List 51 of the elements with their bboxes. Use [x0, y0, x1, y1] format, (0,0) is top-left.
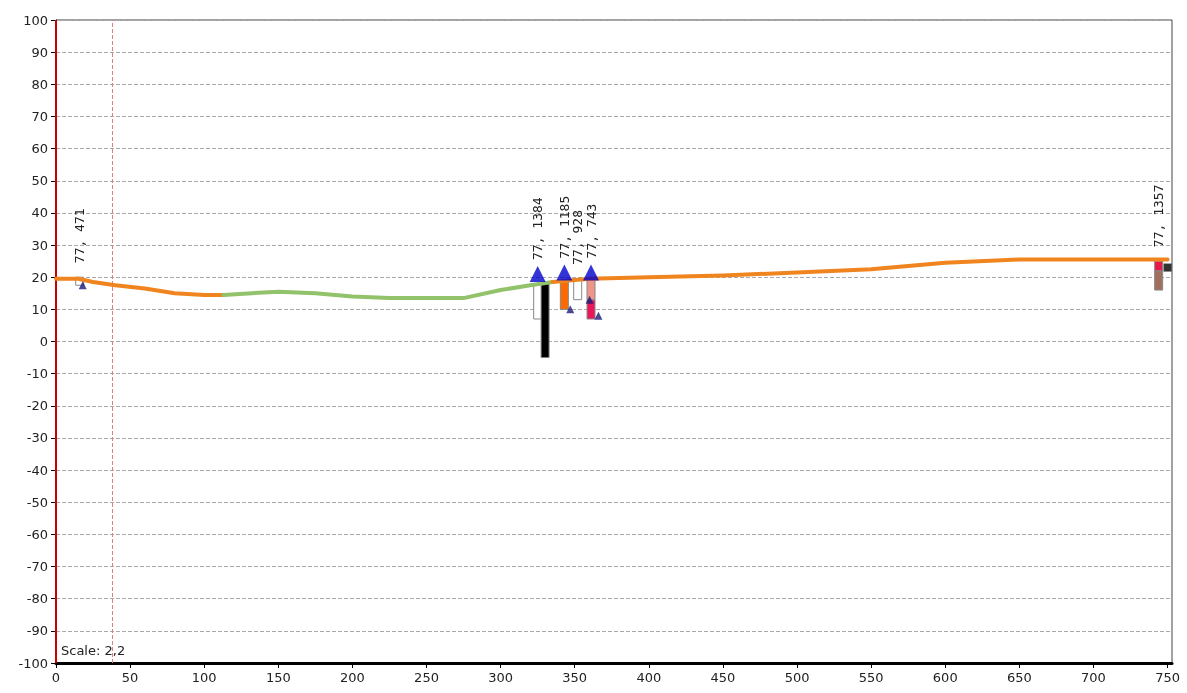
y-tick-label: -90: [26, 623, 48, 639]
point: [585, 295, 594, 304]
y-tick-label: 0: [39, 334, 48, 349]
y-tick-label: -10: [26, 366, 48, 382]
y-tick-label: 30: [31, 237, 48, 253]
y-tick-label: 50: [31, 173, 48, 189]
x-tick-label: 0: [51, 670, 61, 685]
x-tick-label: 150: [265, 670, 291, 685]
x-tick-label: 200: [340, 670, 365, 685]
y-tick-label: 60: [31, 141, 48, 157]
y-tick-label: 40: [31, 205, 48, 221]
point: [594, 311, 603, 320]
y-tick-label: -70: [26, 559, 48, 575]
x-tick-label: 550: [858, 670, 884, 685]
annotation: 77, 1384: [530, 197, 546, 260]
x-tick-label: 350: [562, 670, 588, 685]
y-tick-label: 100: [23, 12, 48, 28]
y-tick-label: -50: [26, 494, 48, 510]
y-tick-label: 80: [31, 76, 48, 92]
y-tick-label: -60: [26, 526, 48, 542]
x-tick-label: 700: [1081, 670, 1106, 685]
y-tick-label: -20: [26, 398, 48, 414]
y-tick-label: -80: [26, 591, 48, 607]
y-tick-label: 10: [31, 301, 48, 317]
bar: [559, 281, 569, 310]
x-tick-label: 750: [1155, 670, 1180, 685]
x-tick-label: 50: [121, 670, 139, 685]
annotation: 77, 928: [570, 210, 586, 265]
x-tick-label: 500: [784, 670, 810, 685]
point: [583, 264, 600, 281]
x-tick-label: 400: [636, 670, 662, 685]
y-tick-label: 90: [31, 44, 48, 60]
y-tick-label: 70: [31, 108, 48, 124]
y-tick-label: 20: [31, 269, 48, 285]
x-tick-label: 250: [414, 670, 439, 685]
x-tick-label: 600: [932, 670, 958, 685]
point: [529, 265, 546, 282]
annotation: 77, 1185: [556, 195, 572, 259]
annotation: Scale: 2,2: [61, 643, 126, 658]
point: [1163, 263, 1172, 272]
point: [556, 264, 573, 281]
x-tick-label: 650: [1006, 670, 1032, 685]
y-tick-label: -40: [26, 462, 48, 478]
annotation: 77, 1357: [1151, 184, 1167, 248]
x-tick-label: 300: [488, 670, 514, 685]
y-tick-label: -100: [18, 655, 48, 671]
x-tick-label: 450: [710, 670, 736, 685]
y-tick-label: -30: [26, 430, 48, 446]
annotation: 77, 471: [72, 208, 88, 264]
annotation: 77, 743: [583, 203, 599, 259]
x-tick-label: 100: [191, 670, 217, 685]
